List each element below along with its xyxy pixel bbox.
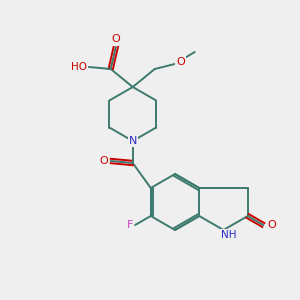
- Text: O: O: [176, 57, 185, 67]
- Text: N: N: [129, 136, 137, 146]
- Text: O: O: [99, 156, 108, 166]
- Text: HO: HO: [71, 62, 87, 72]
- Text: O: O: [267, 220, 276, 230]
- Text: O: O: [111, 34, 120, 44]
- Text: NH: NH: [221, 230, 236, 240]
- Text: F: F: [127, 220, 134, 230]
